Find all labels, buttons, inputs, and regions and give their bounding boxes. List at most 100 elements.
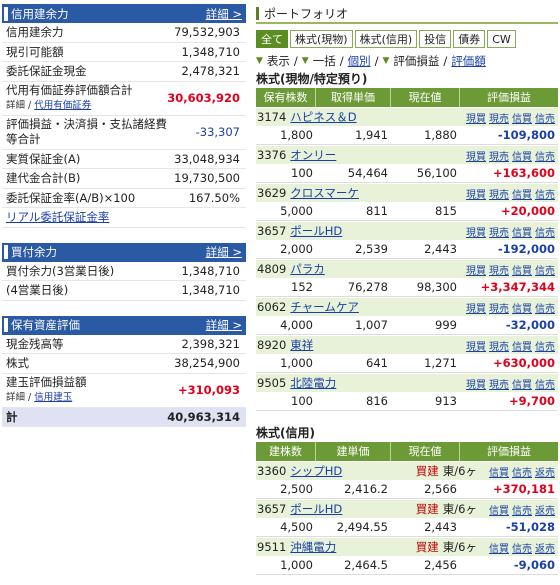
trade-action-link[interactable]: 信売 [535,303,555,315]
substitute-securities-link[interactable]: 代用有価証券 [34,100,92,111]
trade-action-link[interactable]: 現買 [466,379,486,391]
stock-name-row: 6062 チャームケア 現買 現売 信買 信売 [256,297,558,316]
trade-action-link[interactable]: 返売 [535,467,555,479]
tab-1[interactable]: 株式(現物) [290,30,353,48]
buying-detail-link[interactable]: 詳細 > [205,245,242,259]
tab-0[interactable]: 全て [256,30,288,48]
stock-name-link[interactable]: 北陸電力 [290,376,337,390]
margin-stocks-title: 株式(信用) [256,426,315,440]
stock-data-row: 1,000 641 1,271 +630,000 [256,354,558,373]
stock-data-row: 100 816 913 +9,700 [256,392,558,411]
trade-action-link[interactable]: 現買 [466,113,486,125]
trade-action-link[interactable]: 信買 [489,505,509,517]
trade-action-link[interactable]: 信売 [535,265,555,277]
trade-action-link[interactable]: 信買 [512,379,532,391]
trade-action-link[interactable]: 現売 [489,113,509,125]
trade-action-link[interactable]: 信売 [535,341,555,353]
trade-actions: 現買 現売 信買 信売 [466,148,558,163]
view-individual-link[interactable]: 個別 [347,54,371,68]
quantity: 1,800 [280,128,313,142]
trade-action-link[interactable]: 信売 [535,227,555,239]
fees-row: 評価損益・決済損・支払諸経費等合計 -33,307 [2,116,246,150]
portfolio-title: ポートフォリオ [264,6,349,21]
trade-action-link[interactable]: 返売 [535,505,555,517]
trade-action-link[interactable]: 信売 [535,379,555,391]
total-label: 計 [6,409,18,424]
trade-action-link[interactable]: 信買 [512,341,532,353]
real-margin-rate-link[interactable]: リアル委託保証金率 [6,210,110,225]
view-pl-option[interactable]: 評価損益 [393,54,440,68]
column-header: 建株数 [256,442,316,461]
stock-name-link[interactable]: 東祥 [290,338,314,352]
column-header: 評価損益 [487,445,531,458]
trade-actions: 現買 現売 信買 信売 [466,224,558,239]
stock-name-link[interactable]: クロスマーケ [290,186,359,200]
margin-data-row: 2,500 2,416.2 2,566 +370,181 [256,480,558,499]
stock-data-row: 4,000 1,007 999 -32,000 [256,316,558,335]
tab-5[interactable]: CW [487,30,516,48]
trade-action-link[interactable]: 信売 [535,189,555,201]
credit-value: 79,532,903 [174,25,240,40]
trade-action-link[interactable]: 信買 [489,467,509,479]
current-price: 1,880 [424,128,457,142]
trade-action-link[interactable]: 現売 [489,341,509,353]
tab-4[interactable]: 債券 [453,30,486,48]
trade-action-link[interactable]: 信買 [489,543,509,555]
asset-valuation-header: 保有資産評価 詳細 > [2,315,246,335]
trade-action-link[interactable]: 現買 [466,151,486,163]
stock-name-link[interactable]: オンリー [290,148,337,162]
trade-action-link[interactable]: 現買 [466,265,486,277]
trade-action-link[interactable]: 信買 [512,189,532,201]
trade-action-link[interactable]: 返売 [535,543,555,555]
trade-action-link[interactable]: 現買 [466,227,486,239]
stock-name-row: 3174 ハピネス＆D 現買 現売 信買 信売 [256,107,558,126]
assets-detail-link[interactable]: 詳細 > [205,318,242,332]
view-bulk-option[interactable]: 一括 [312,54,336,68]
stock-name-link[interactable]: 沖縄電力 [290,540,337,554]
trade-action-link[interactable]: 現売 [489,151,509,163]
profit-loss: -32,000 [505,318,555,332]
chevron-right-icon: > [232,6,242,21]
buying-power-value: 1,348,710 [181,283,240,298]
trade-action-link[interactable]: 信買 [512,227,532,239]
profit-loss: +9,700 [508,394,555,408]
trade-action-link[interactable]: 信買 [512,265,532,277]
trade-action-link[interactable]: 信売 [535,151,555,163]
trade-action-link[interactable]: 現売 [489,265,509,277]
stock-name-link[interactable]: ハピネス＆D [290,110,357,124]
credit-detail-link[interactable]: 詳細 > [205,6,242,21]
trade-action-link[interactable]: 信買 [512,113,532,125]
trade-action-link[interactable]: 信売 [512,467,532,479]
current-price: 2,443 [424,520,457,534]
trade-action-link[interactable]: 現買 [466,303,486,315]
cost-price: 641 [366,356,388,370]
cash-stocks-table: 3174 ハピネス＆D 現買 現売 信買 信売 1,800 1,941 1,880 -109,80… [256,107,558,411]
stock-name-row: 3657 ポールHD 現買 現売 信買 信売 [256,221,558,240]
stock-name-link[interactable]: パラカ [290,262,325,276]
trade-action-link[interactable]: 現買 [466,341,486,353]
stock-name-row: 3376 オンリー 現買 現売 信買 信売 [256,145,558,164]
stock-name-link[interactable]: シップHD [290,464,343,478]
margin-positions-link[interactable]: 信用建玉 [34,392,73,403]
trade-action-link[interactable]: 信買 [512,151,532,163]
margin-name-row: 9511 沖縄電力 買建 東/6ヶ 信買 信売 返売 [256,537,558,556]
trade-action-link[interactable]: 信売 [535,113,555,125]
tab-3[interactable]: 投信 [419,30,452,48]
trade-action-link[interactable]: 信売 [512,505,532,517]
trade-action-link[interactable]: 現買 [466,189,486,201]
trade-action-link[interactable]: 現売 [489,227,509,239]
stock-code: 3376 [257,148,287,162]
trade-action-link[interactable]: 現売 [489,189,509,201]
tab-2[interactable]: 株式(信用) [354,30,418,48]
trade-action-link[interactable]: 現売 [489,379,509,391]
trade-action-link[interactable]: 信売 [512,543,532,555]
stock-name-link[interactable]: ポールHD [290,502,343,516]
trade-action-link[interactable]: 現売 [489,303,509,315]
trade-action-link[interactable]: 信買 [512,303,532,315]
stock-data-row: 100 54,464 56,100 +163,600 [256,164,558,183]
view-amount-link[interactable]: 評価額 [451,54,486,68]
stock-name-link[interactable]: ポールHD [290,224,343,238]
stock-name-link[interactable]: チャームケア [290,300,359,314]
substitute-securities-row: 代用有価証券評価額合計 詳細 / 代用有価証券 30,603,920 [2,82,246,116]
stock-code: 3360 [257,464,287,478]
